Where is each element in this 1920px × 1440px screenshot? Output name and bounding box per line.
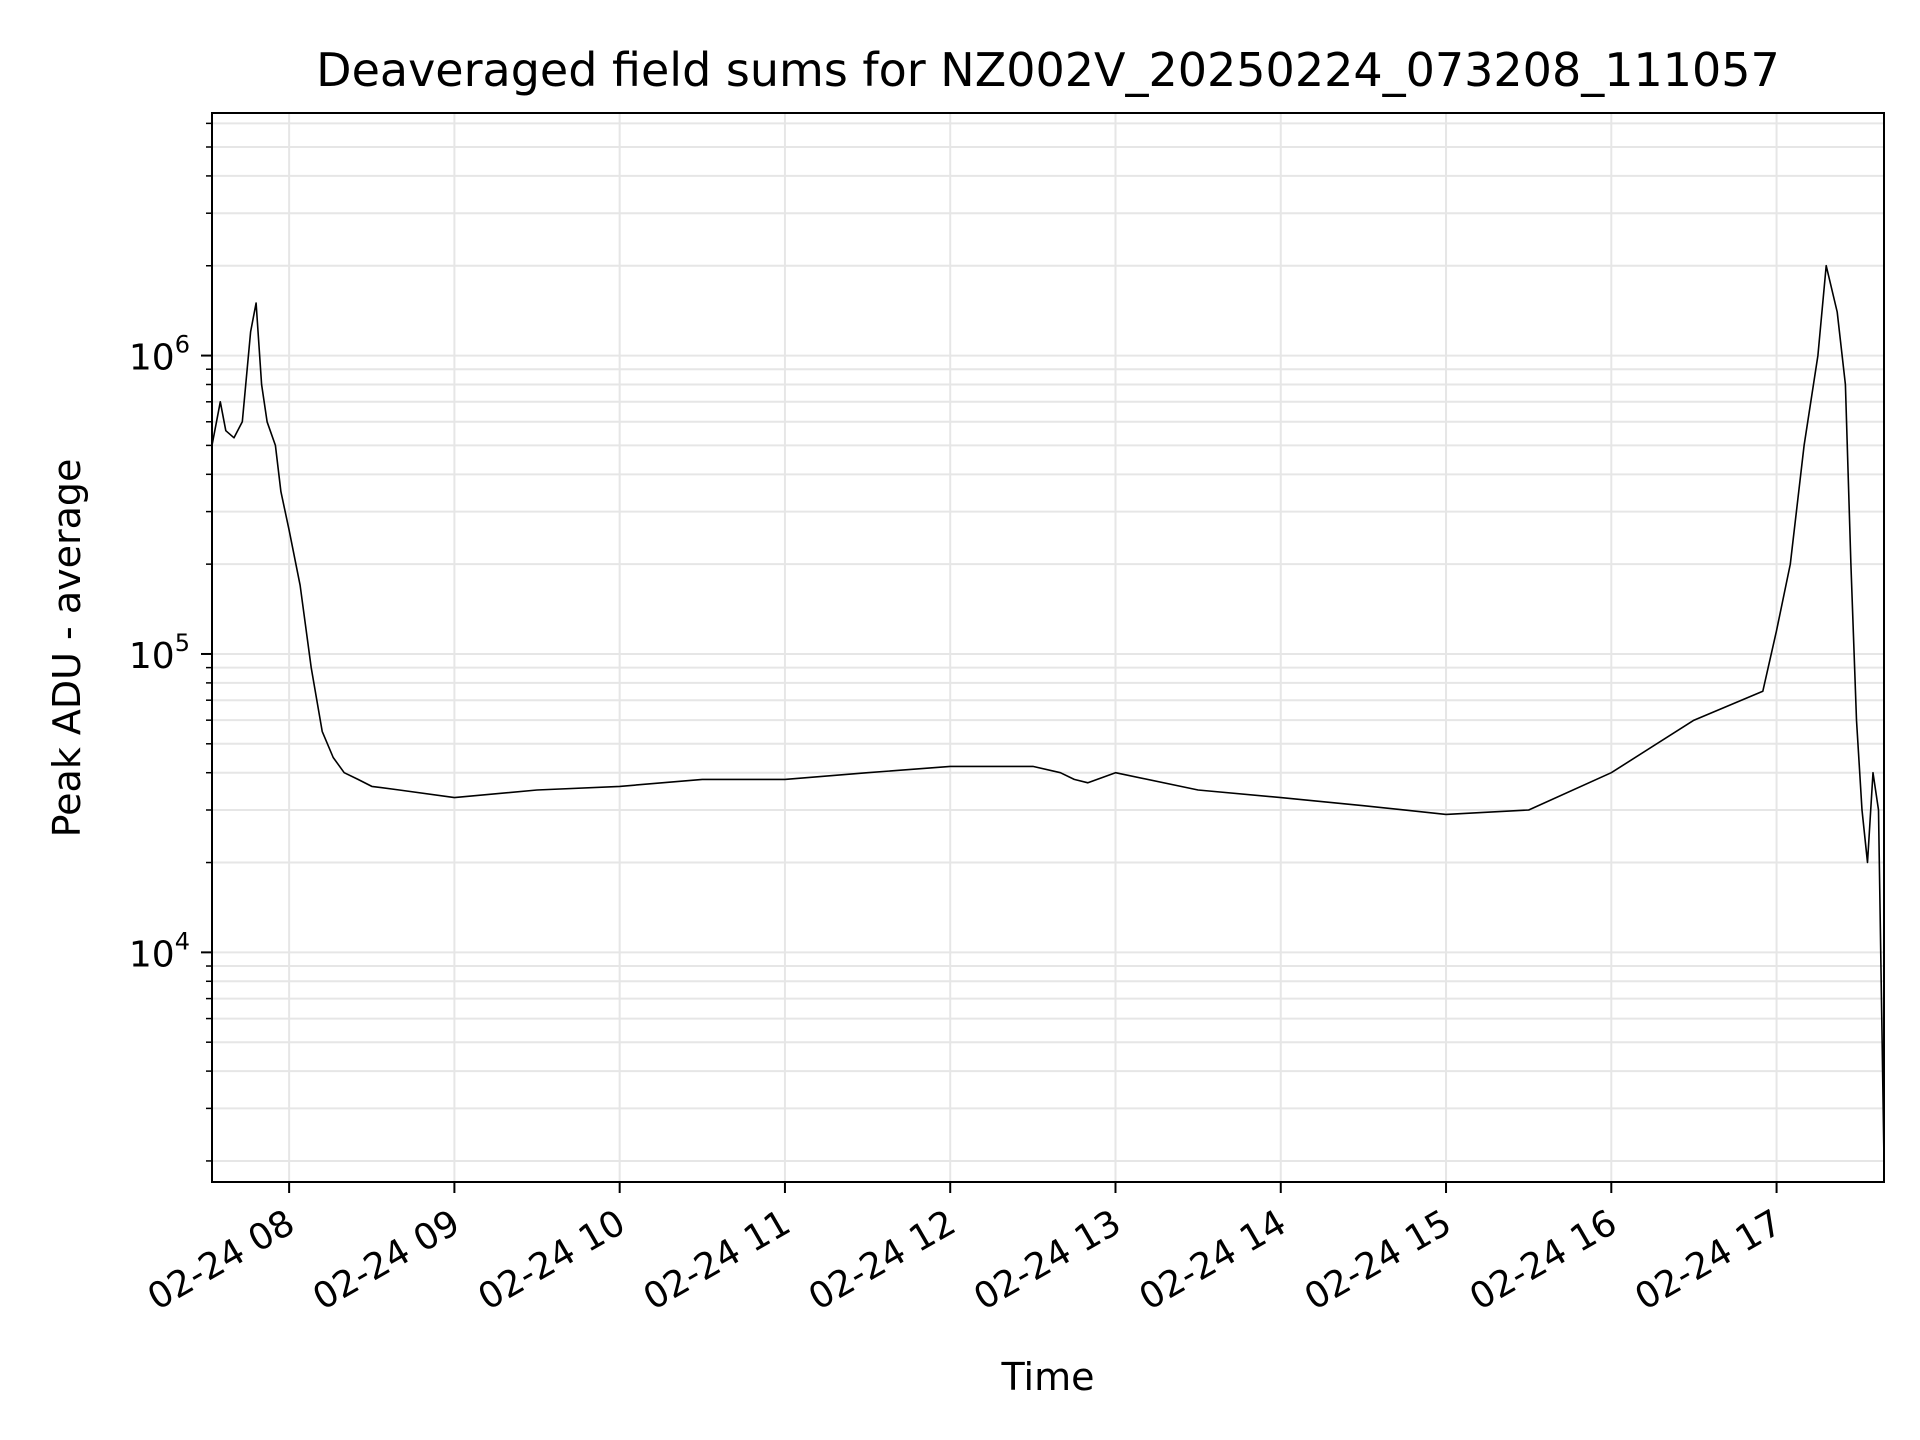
x-axis-label: Time	[1001, 1355, 1095, 1399]
grid-layer	[212, 113, 1884, 1182]
series-line	[212, 264, 1884, 1161]
plot-frame	[211, 112, 1885, 1183]
series-layer	[212, 264, 1884, 1161]
y-axis-label: Peak ADU - average	[45, 459, 89, 838]
chart-title: Deaveraged field sums for NZ002V_2025022…	[316, 43, 1780, 97]
